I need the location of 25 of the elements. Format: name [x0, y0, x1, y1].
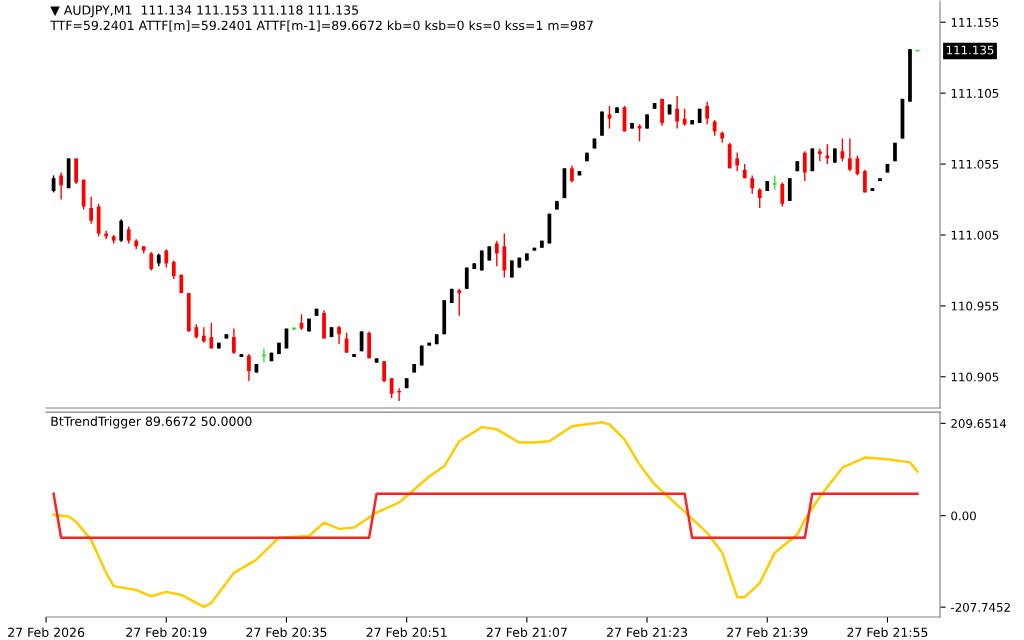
x-tick-label: 27 Feb 20:19 — [126, 627, 207, 638]
y-tick-label: 110.955 — [951, 301, 999, 311]
y-tick-label: 111.155 — [951, 18, 999, 27]
x-tick-label: 27 Feb 20:35 — [246, 627, 327, 638]
candlestick — [893, 142, 897, 162]
y-tick-label: 0.00 — [951, 511, 976, 521]
y-tick-label: 110.905 — [951, 372, 999, 382]
y-tick-label: 111.105 — [951, 88, 999, 98]
text: TTF=59.2401 ATTF[m]=59.2401 ATTF[m-1]=89.6672 kb=0 ksb=0 ks=0 kss=1 m=987 — [50, 20, 593, 32]
chart-title: BtTrendTrigger 89.6672 50.0000 — [51, 416, 252, 429]
y-tick-label: -207.7452 — [951, 602, 1010, 612]
x-tick-label: 27 Feb 21:39 — [727, 627, 808, 638]
candlestick — [585, 152, 589, 162]
y-tick-label: 111.005 — [951, 230, 999, 240]
text: 111.135 — [946, 45, 994, 55]
x-tick-label: 27 Feb 20:51 — [366, 627, 447, 638]
x-tick-label: 27 Feb 21:07 — [486, 627, 567, 638]
y-tick-label: 209.6514 — [951, 419, 1007, 428]
x-tick-label: 27 Feb 2026 — [8, 627, 85, 638]
x-tick-label: 27 Feb 21:23 — [606, 627, 688, 638]
x-tick-label: 27 Feb 21:55 — [847, 627, 928, 638]
candlestick — [179, 273, 184, 294]
chart-title: ▼ AUDJPY,M1 111.134 111.153 111.118 111.135 — [50, 5, 358, 18]
candlestick — [277, 342, 281, 355]
y-tick-label: 111.055 — [951, 159, 999, 169]
